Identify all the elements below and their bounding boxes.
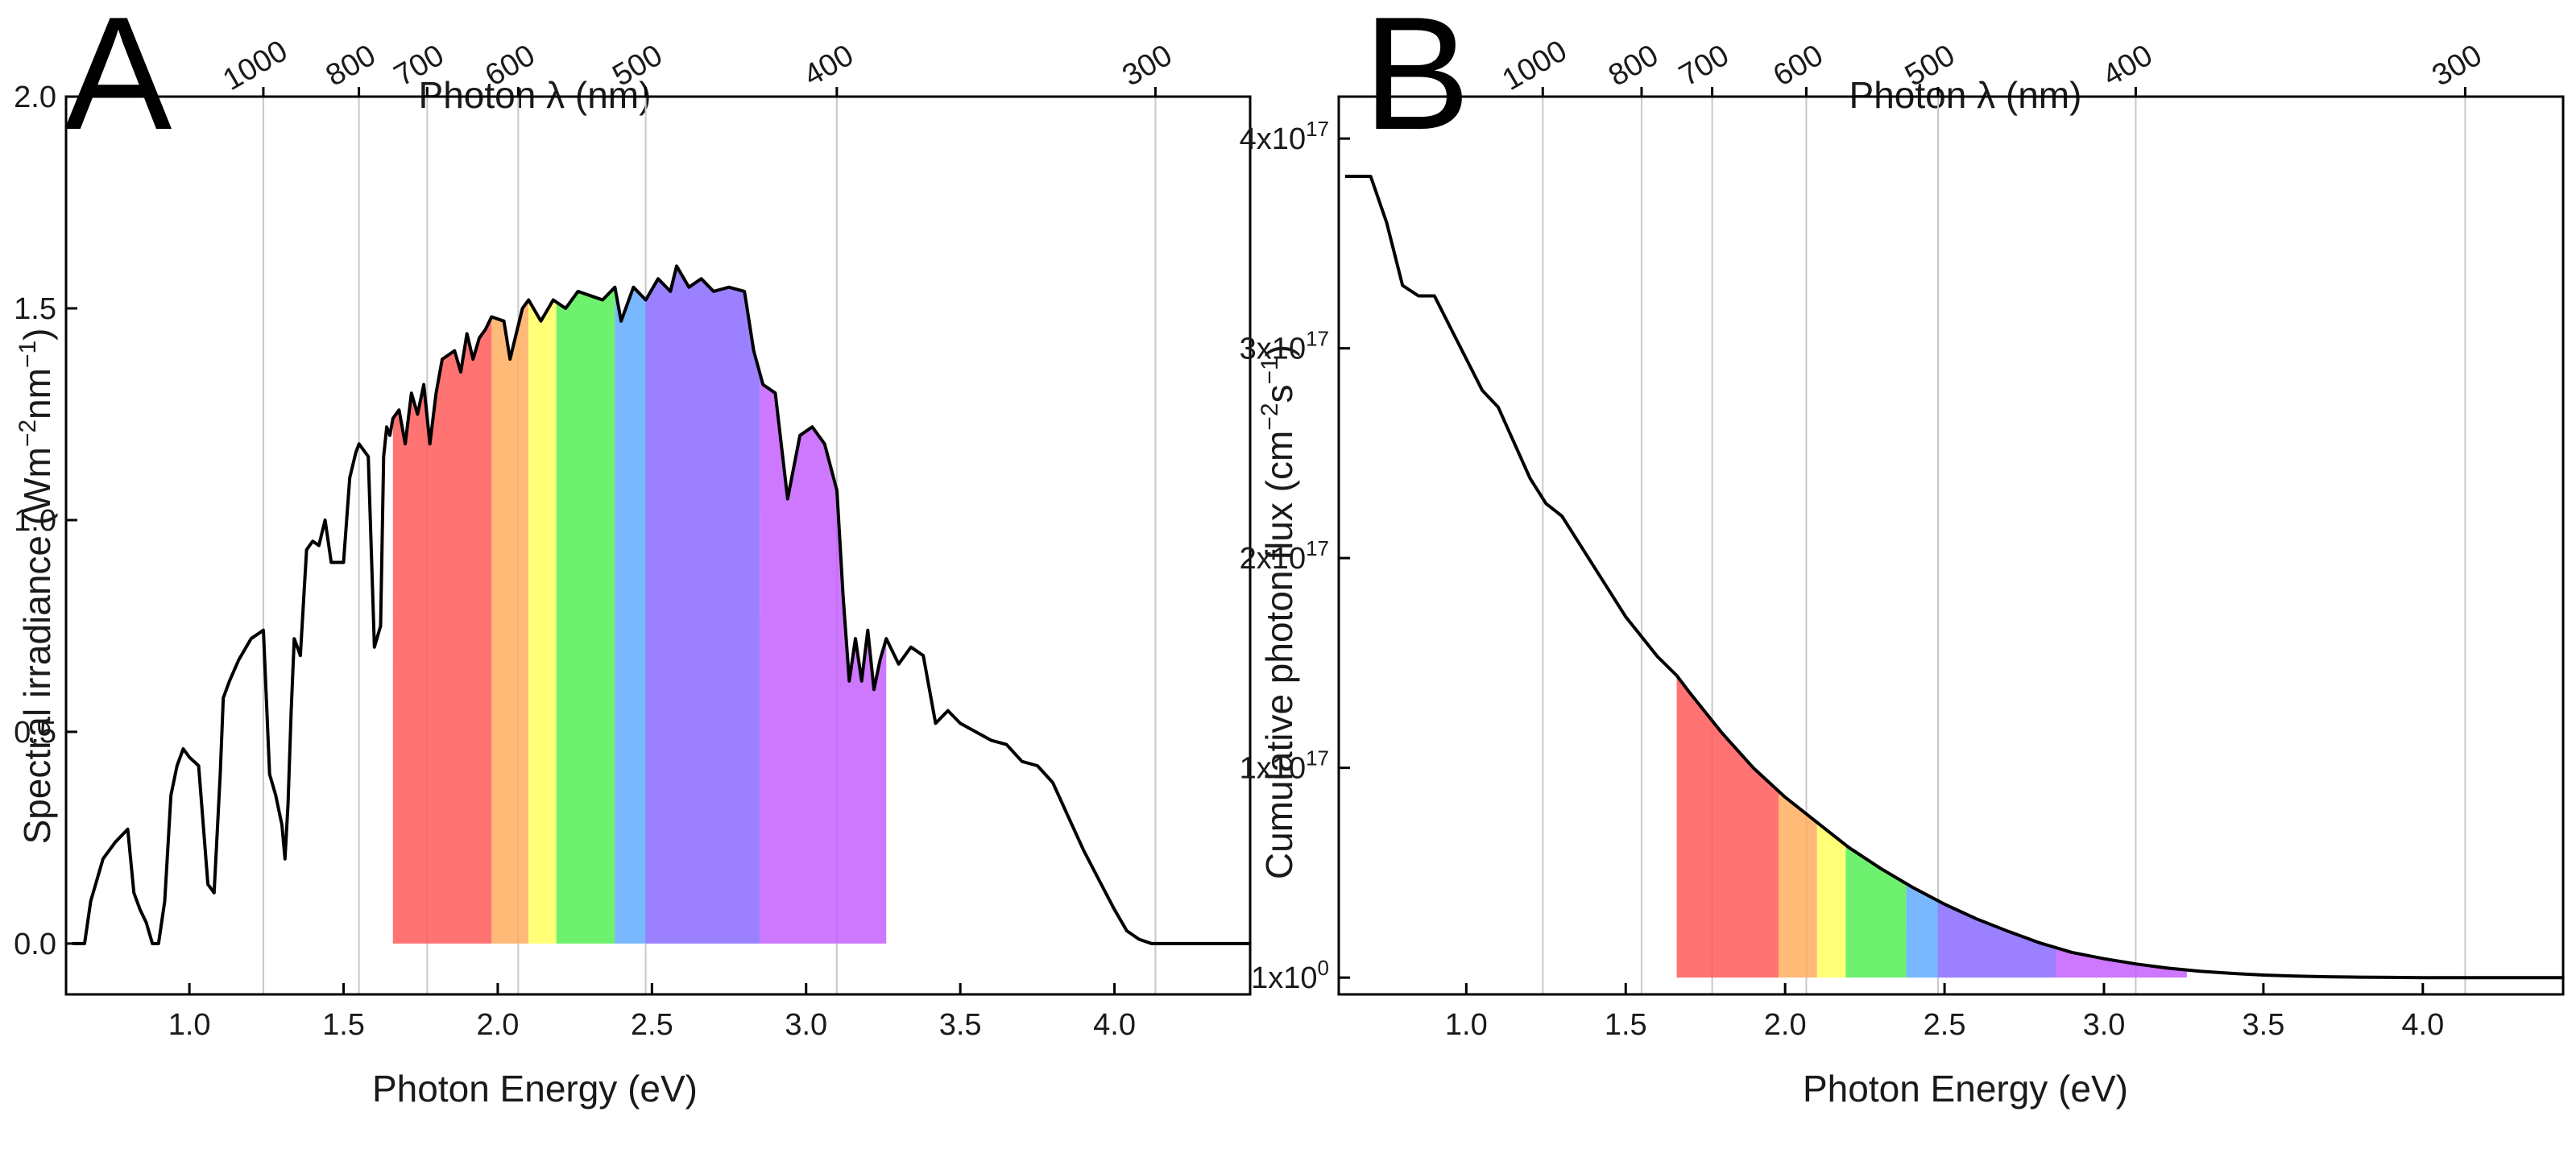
panel-a-color-band-1 <box>392 316 492 944</box>
panel-b-y-tick-label-base-3: 3x10 <box>1240 333 1306 366</box>
panel-b-plot-area: 1.0 1.5 2.0 2.5 3.0 3.5 4.01x1001x10172x10173x… <box>1240 34 2565 1042</box>
panel-a-x-axis-title: Photon Energy (eV) <box>372 1068 698 1110</box>
panel-b-y-tick-label-exp-4: 17 <box>1306 117 1329 141</box>
panel-a-x-tick-label-1: 1.5 <box>322 1008 365 1042</box>
panel-a-color-band-2 <box>491 300 529 944</box>
panel-b: B Photon λ (nm) Photon Energy (eV) Cumul… <box>1240 0 2565 1110</box>
panel-a-y-axis-title-part2: nm <box>16 368 58 419</box>
panel-a-y-tick-label-0: 0.0 <box>14 928 56 961</box>
panel-b-x-tick-label-3: 2.5 <box>1924 1008 1966 1042</box>
panel-a-x-tick-label-2: 2.0 <box>477 1008 520 1042</box>
panel-b-plot-frame <box>1337 95 2565 996</box>
panel-a-top-tick-label-1000: 1000 <box>217 34 293 97</box>
panel-b-data-line <box>1344 175 2563 980</box>
panel-b-top-tick-label-800: 800 <box>1603 39 1664 93</box>
panel-b-y-tick-label-base-0: 1x10 <box>1251 961 1317 995</box>
panel-b-x-tick-label-5: 3.5 <box>2243 1008 2285 1042</box>
panel-b-y-axis-title-part1: Cumulative photon flux (cm <box>1258 431 1300 879</box>
panel-a-color-band-7 <box>760 373 887 944</box>
panel-b-top-tick-label-600: 600 <box>1767 39 1828 93</box>
panel-b-top-tick-label-400: 400 <box>2097 39 2158 93</box>
panel-a-y-tick-label-4: 2.0 <box>14 81 56 114</box>
panel-a-plot-frame <box>64 95 1252 996</box>
panel-a-y-axis-title-sup1: −2 <box>14 419 41 447</box>
panel-b-y-tick-label-base-1: 1x10 <box>1240 752 1306 786</box>
panel-letter-b: B <box>1363 0 1470 163</box>
panel-b-y-tick-label-exp-0: 0 <box>1318 956 1329 980</box>
panel-b-y-tick-label-exp-3: 17 <box>1306 327 1329 351</box>
panel-a-top-tick-label-300: 300 <box>1116 39 1178 93</box>
panel-b-top-tick-label-700: 700 <box>1674 39 1735 93</box>
panel-b-top-tick-label-300: 300 <box>2426 39 2487 93</box>
panel-a-color-band-3 <box>528 300 557 944</box>
panel-a-top-axis-title: Photon λ (nm) <box>419 74 652 116</box>
panel-b-color-band-1 <box>1676 676 1779 978</box>
panel-a-y-axis-title-sup2: −1 <box>14 341 41 368</box>
panel-a-top-tick-label-800: 800 <box>321 39 382 93</box>
panel-b-y-tick-label-2: 2x1017 <box>1240 536 1329 576</box>
panel-a-y-axis-title-part1: Spectral irradiance (Wm <box>16 447 58 844</box>
panel-a-y-tick-label-1: 0.5 <box>14 716 56 750</box>
panel-b-y-tick-label-base-2: 2x10 <box>1240 542 1306 576</box>
panel-b-y-tick-label-3: 3x1017 <box>1240 327 1329 366</box>
panel-a-color-band-6 <box>645 266 760 944</box>
panel-a-y-tick-label-2: 1.0 <box>14 504 56 538</box>
panel-b-y-axis-title-sup1: −2 <box>1257 403 1283 430</box>
panel-b-x-tick-label-2: 2.0 <box>1764 1008 1807 1042</box>
panel-b-color-band-5 <box>1906 883 1939 978</box>
panel-a-x-tick-label-4: 3.0 <box>785 1008 827 1042</box>
panel-a-x-tick-label-0: 1.0 <box>168 1008 211 1042</box>
panel-letter-a: A <box>64 0 172 163</box>
panel-b-y-tick-label-4: 4x1017 <box>1240 117 1329 156</box>
panel-a-y-axis-title: Spectral irradiance (Wm−2nm−1) <box>14 328 58 844</box>
panel-b-y-axis-title-part2: s <box>1258 384 1300 403</box>
panel-b-color-band-4 <box>1845 845 1907 978</box>
panel-b-top-axis-title: Photon λ (nm) <box>1849 74 2082 116</box>
panel-b-top-tick-label-1000: 1000 <box>1497 34 1572 97</box>
panel-a-x-tick-label-5: 3.5 <box>939 1008 982 1042</box>
panel-a-y-tick-label-3: 1.5 <box>14 292 56 326</box>
panel-b-y-axis-title-sup2: −1 <box>1257 357 1283 384</box>
panel-b-y-tick-label-1: 1x1017 <box>1240 746 1329 786</box>
panel-a-plot-area: 1.0 1.5 2.0 2.5 3.0 3.5 4.0 0.0 0.5 1.0 1.5 2.0 1000… <box>14 34 1252 1042</box>
panel-b-y-axis-title-part3: ) <box>1258 345 1300 357</box>
panel-b-color-band-3 <box>1816 822 1846 978</box>
panel-a-x-tick-label-6: 4.0 <box>1093 1008 1136 1042</box>
panel-a-x-tick-label-3: 2.5 <box>631 1008 673 1042</box>
panel-b-y-tick-label-base-4: 4x10 <box>1240 122 1306 156</box>
panel-a-color-band-4 <box>556 287 615 944</box>
panel-a: A Photon λ (nm) Photon Energy (eV) Spect… <box>14 0 1252 1110</box>
panel-b-x-tick-label-0: 1.0 <box>1445 1008 1488 1042</box>
panel-b-x-tick-label-4: 3.0 <box>2083 1008 2126 1042</box>
panel-b-color-band-6 <box>1938 900 2056 978</box>
panel-b-y-tick-label-exp-1: 17 <box>1306 746 1329 771</box>
panel-a-color-band-5 <box>615 287 646 944</box>
panel-a-y-axis-title-part3: ) <box>16 328 58 340</box>
panel-b-y-axis-title: Cumulative photon flux (cm−2s−1) <box>1257 345 1300 879</box>
panel-b-y-tick-label-0: 1x100 <box>1251 956 1329 995</box>
panel-b-x-axis-title: Photon Energy (eV) <box>1803 1068 2128 1110</box>
panel-a-data-line <box>72 264 1250 945</box>
panel-b-color-band-2 <box>1779 791 1817 978</box>
panel-b-x-tick-label-6: 4.0 <box>2401 1008 2444 1042</box>
panel-a-top-tick-label-400: 400 <box>798 39 859 93</box>
panel-b-x-tick-label-1: 1.5 <box>1605 1008 1647 1042</box>
panel-b-y-tick-label-exp-2: 17 <box>1306 536 1329 560</box>
